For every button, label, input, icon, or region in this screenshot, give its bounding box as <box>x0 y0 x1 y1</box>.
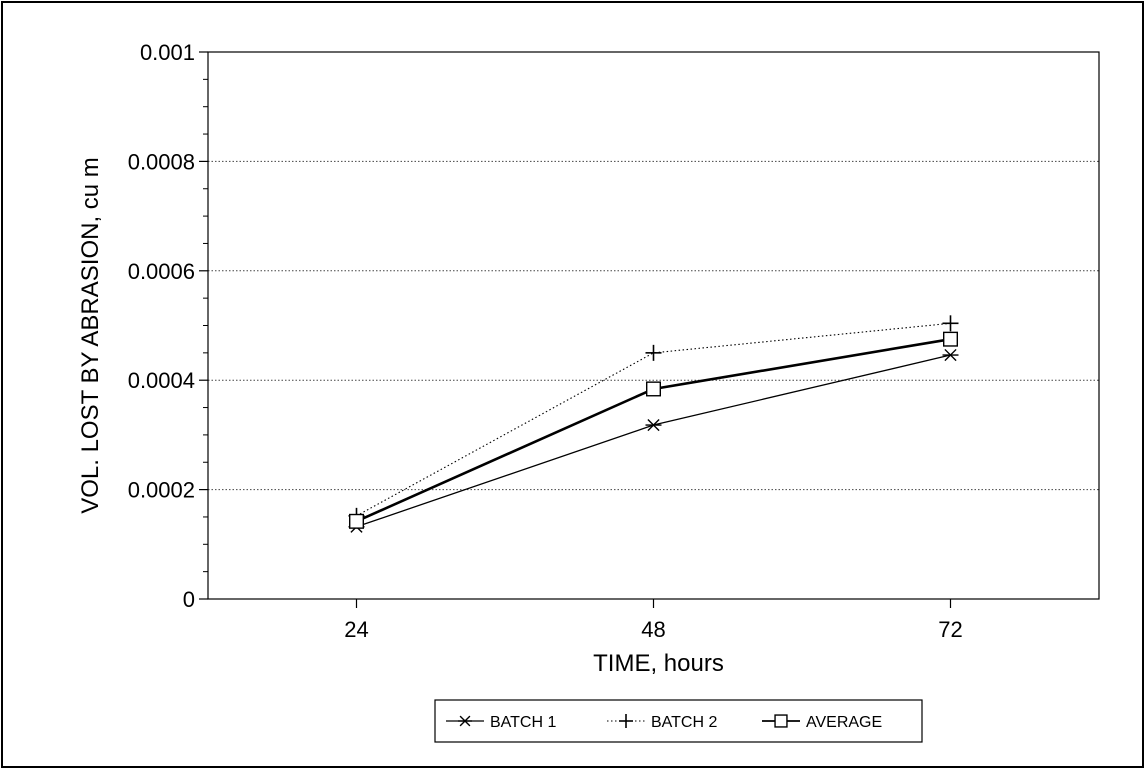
x-tick-label: 48 <box>641 617 665 642</box>
data-point <box>942 315 959 332</box>
series-average <box>349 331 959 529</box>
y-axis-title: VOL. LOST BY ABRASION, cu m <box>77 157 104 514</box>
x-tick-label: 24 <box>344 617 368 642</box>
y-tick-label: 0.0004 <box>128 368 195 393</box>
legend-marker <box>619 714 633 728</box>
x-axis: 24 48 72 <box>344 599 963 642</box>
series-line <box>356 354 951 528</box>
data-point <box>645 418 662 432</box>
legend-box <box>434 699 923 743</box>
data-point <box>646 381 662 397</box>
data-point <box>943 331 959 347</box>
y-axis: 0 0.0002 0.0004 0.0006 0.0008 0.001 <box>128 40 208 612</box>
plot-area <box>207 51 1100 600</box>
series-layer <box>348 315 959 533</box>
legend: BATCH 1 BATCH 2 AVERAGE <box>434 699 923 743</box>
legend-label: AVERAGE <box>806 714 882 731</box>
legend-item: BATCH 2 <box>607 714 717 731</box>
legend-item: BATCH 1 <box>446 714 556 731</box>
legend-marker <box>774 714 788 728</box>
y-tick-label: 0.0002 <box>128 478 195 503</box>
data-point <box>645 344 662 361</box>
series-batch-2 <box>348 315 959 524</box>
legend-label: BATCH 1 <box>490 714 556 731</box>
x-axis-title: TIME, hours <box>593 650 724 677</box>
x-tick-label: 72 <box>938 617 962 642</box>
chart: 0 0.0002 0.0004 0.0006 0.0008 0.001 24 48 72 TI… <box>77 40 1100 743</box>
legend-marker <box>458 715 472 727</box>
y-tick-label: 0.001 <box>140 40 195 65</box>
data-point <box>349 513 365 529</box>
series-batch-1 <box>348 348 959 533</box>
y-tick-label: 0.0006 <box>128 259 195 284</box>
data-point <box>942 348 959 362</box>
y-tick-label: 0.0008 <box>128 149 195 174</box>
legend-label: BATCH 2 <box>651 714 717 731</box>
series-line <box>356 322 951 517</box>
grid-lines <box>208 160 1099 491</box>
series-line <box>355 337 951 523</box>
y-tick-label: 0 <box>183 587 195 612</box>
legend-item: AVERAGE <box>762 714 882 731</box>
